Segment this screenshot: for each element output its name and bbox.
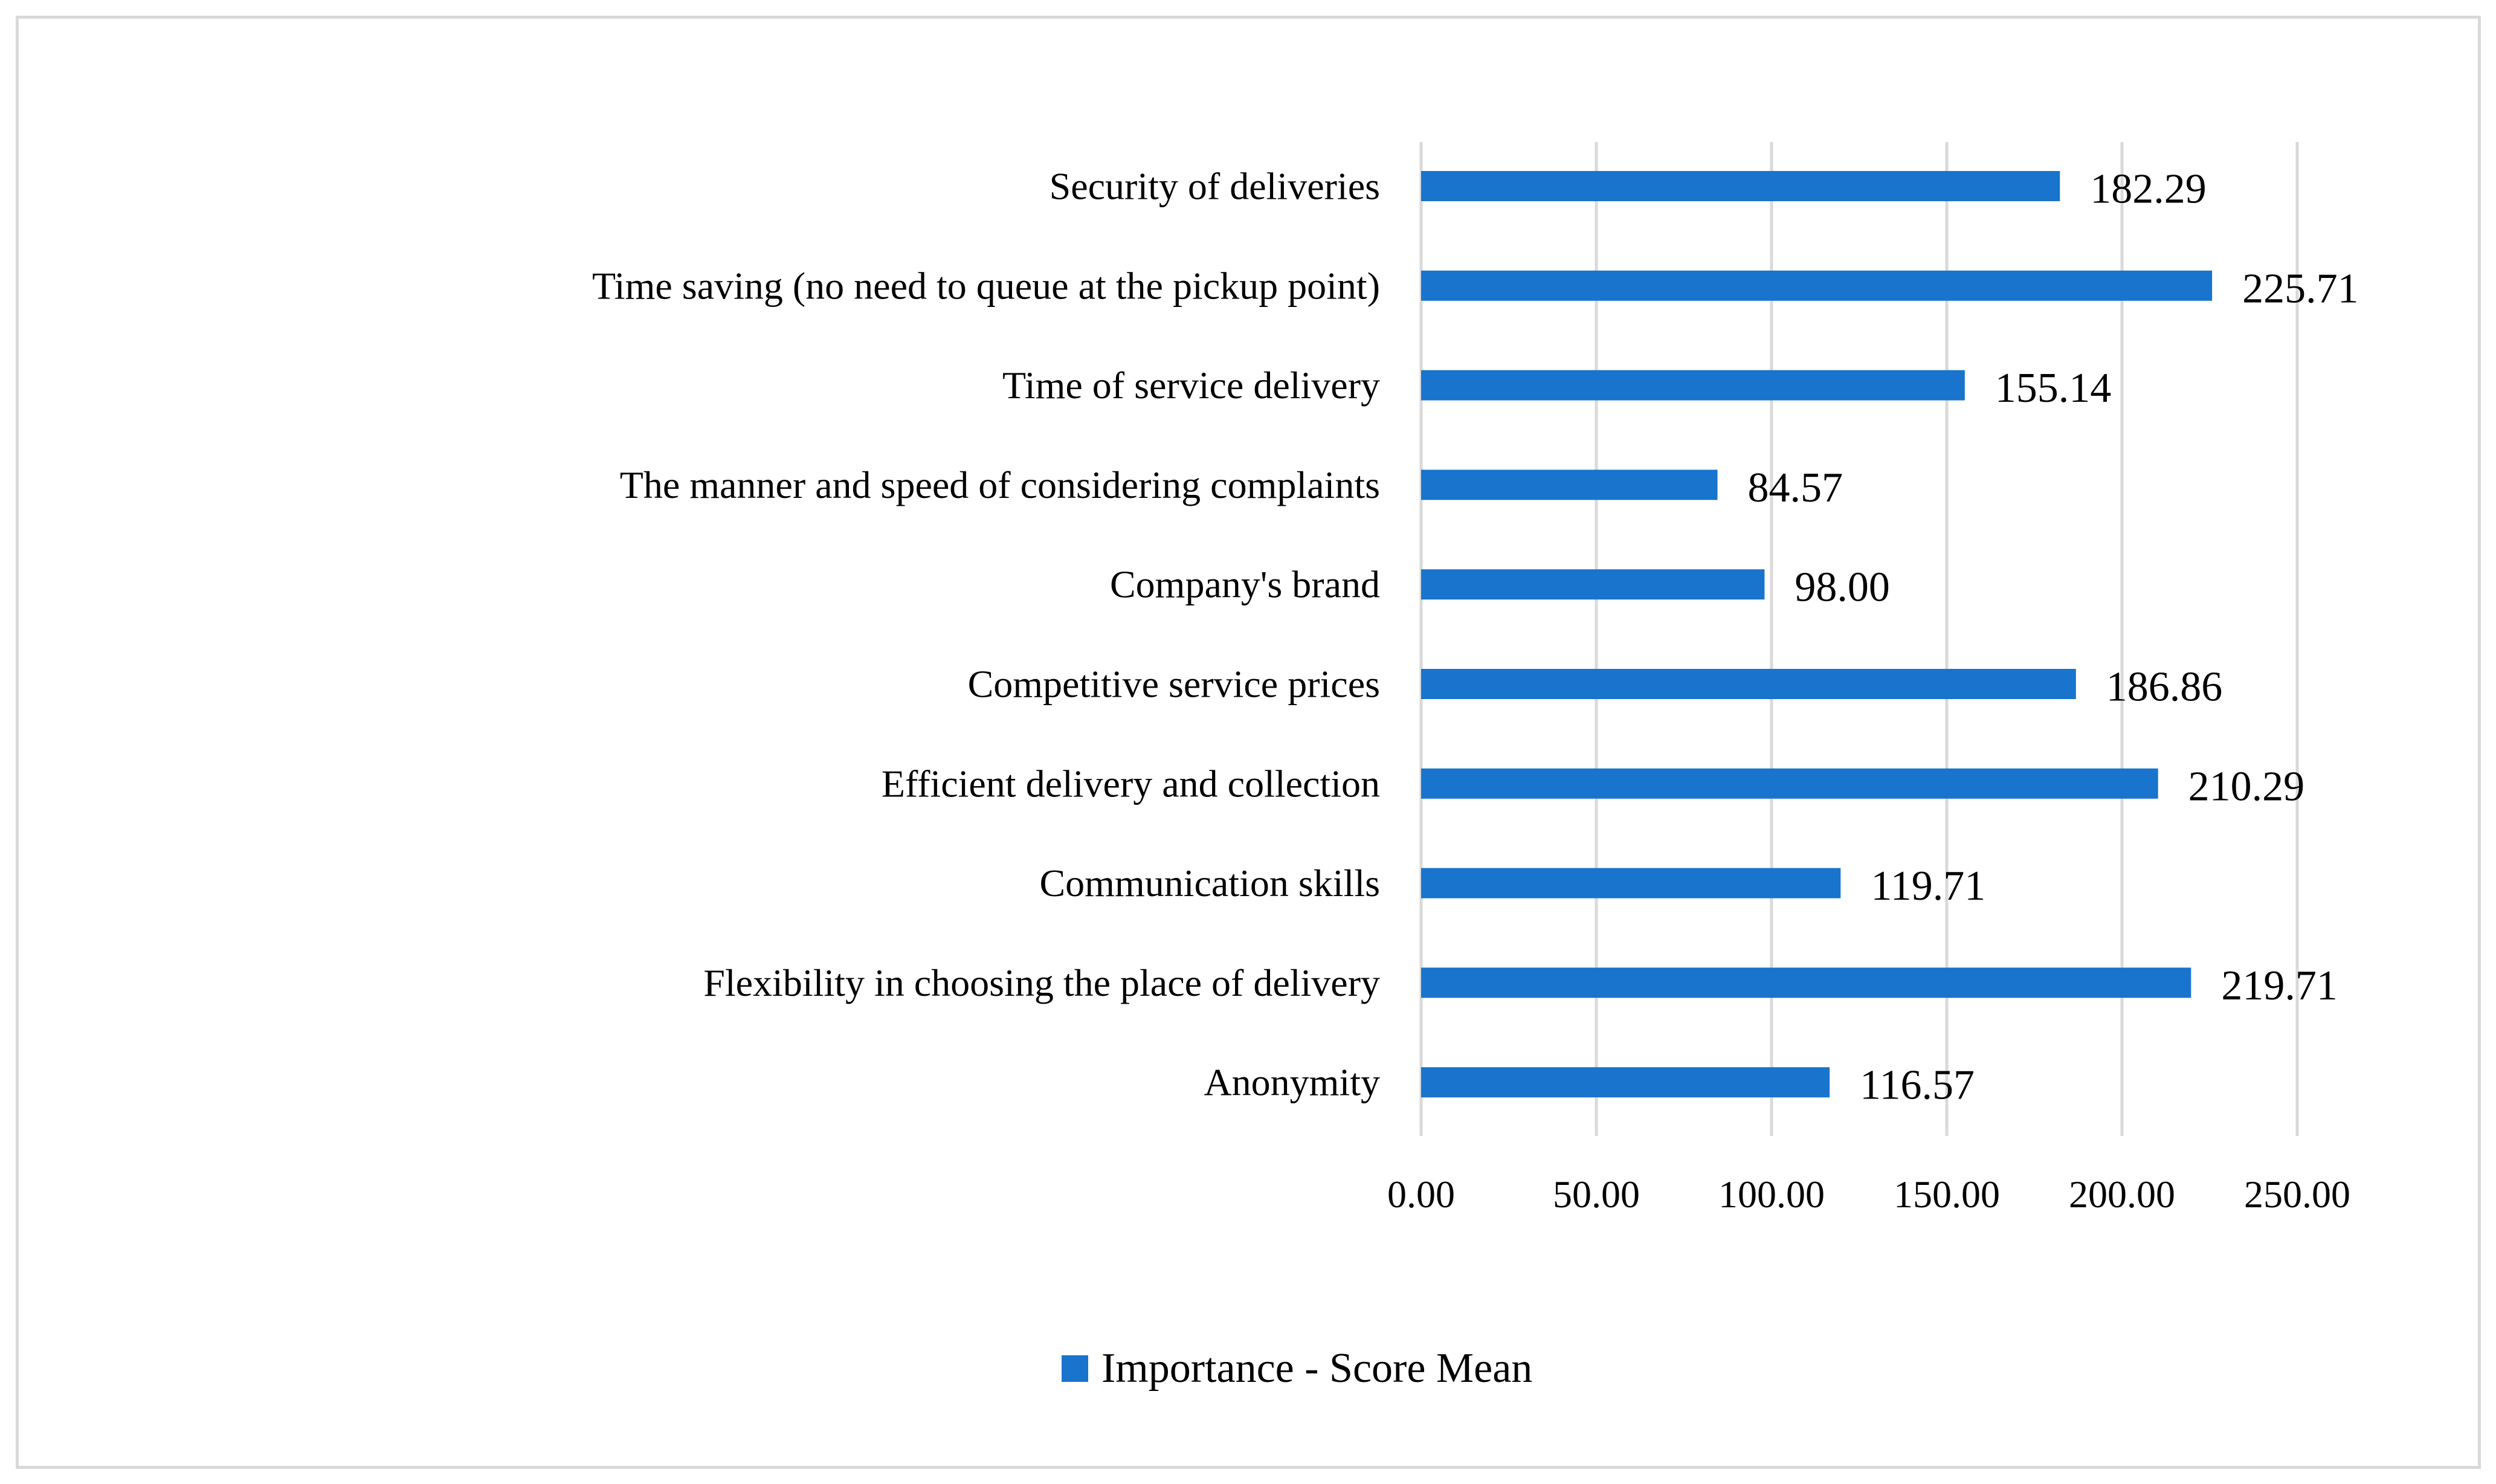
category-label: Anonymity	[1204, 1061, 1380, 1104]
category-label: Time of service delivery	[1002, 364, 1380, 407]
category-label: Company's brand	[1110, 563, 1380, 606]
category-label: The manner and speed of considering comp…	[620, 463, 1380, 506]
x-tick-label: 100.00	[1718, 1173, 1825, 1216]
bar	[1421, 868, 1841, 898]
category-label: Security of deliveries	[1050, 165, 1380, 208]
x-tick-label: 0.00	[1387, 1173, 1455, 1216]
bar	[1421, 469, 1718, 500]
data-label: 116.57	[1860, 1062, 1975, 1109]
data-label: 225.71	[2242, 265, 2359, 312]
legend: Importance - Score Mean	[1062, 1344, 1532, 1393]
bar	[1421, 1067, 1830, 1098]
data-label: 186.86	[2106, 664, 2223, 711]
bar	[1421, 270, 2213, 301]
x-tick-label: 50.00	[1553, 1173, 1640, 1216]
chart-frame	[16, 16, 2481, 1469]
legend-label: Importance - Score Mean	[1101, 1345, 1533, 1392]
x-tick-label: 150.00	[1894, 1173, 2000, 1216]
bar	[1421, 569, 1765, 600]
labels: 0.00 50.00 100.00 150.00 200.00 250.00 Securit…	[592, 165, 2359, 1216]
data-label: 155.14	[1995, 365, 2112, 411]
category-label: Communication skills	[1039, 862, 1380, 905]
bar	[1421, 967, 2191, 998]
data-label: 219.71	[2221, 963, 2338, 1009]
category-label: Time saving (no need to queue at the pic…	[592, 264, 1380, 307]
data-label: 84.57	[1748, 465, 1843, 511]
data-label: 210.29	[2188, 763, 2305, 810]
bar	[1421, 768, 2158, 799]
category-label: Competitive service prices	[968, 663, 1380, 706]
bar	[1421, 171, 2060, 201]
bar	[1421, 669, 2076, 699]
category-label: Efficient delivery and collection	[882, 762, 1380, 805]
data-label: 119.71	[1871, 863, 1985, 909]
bars	[1421, 171, 2213, 1098]
bar	[1421, 370, 1965, 401]
legend-swatch	[1062, 1355, 1088, 1382]
x-tick-label: 250.00	[2244, 1173, 2350, 1216]
data-label: 182.29	[2090, 166, 2207, 213]
x-tick-label: 200.00	[2069, 1173, 2175, 1216]
category-label: Flexibility in choosing the place of del…	[703, 961, 1380, 1004]
data-label: 98.00	[1795, 564, 1890, 611]
